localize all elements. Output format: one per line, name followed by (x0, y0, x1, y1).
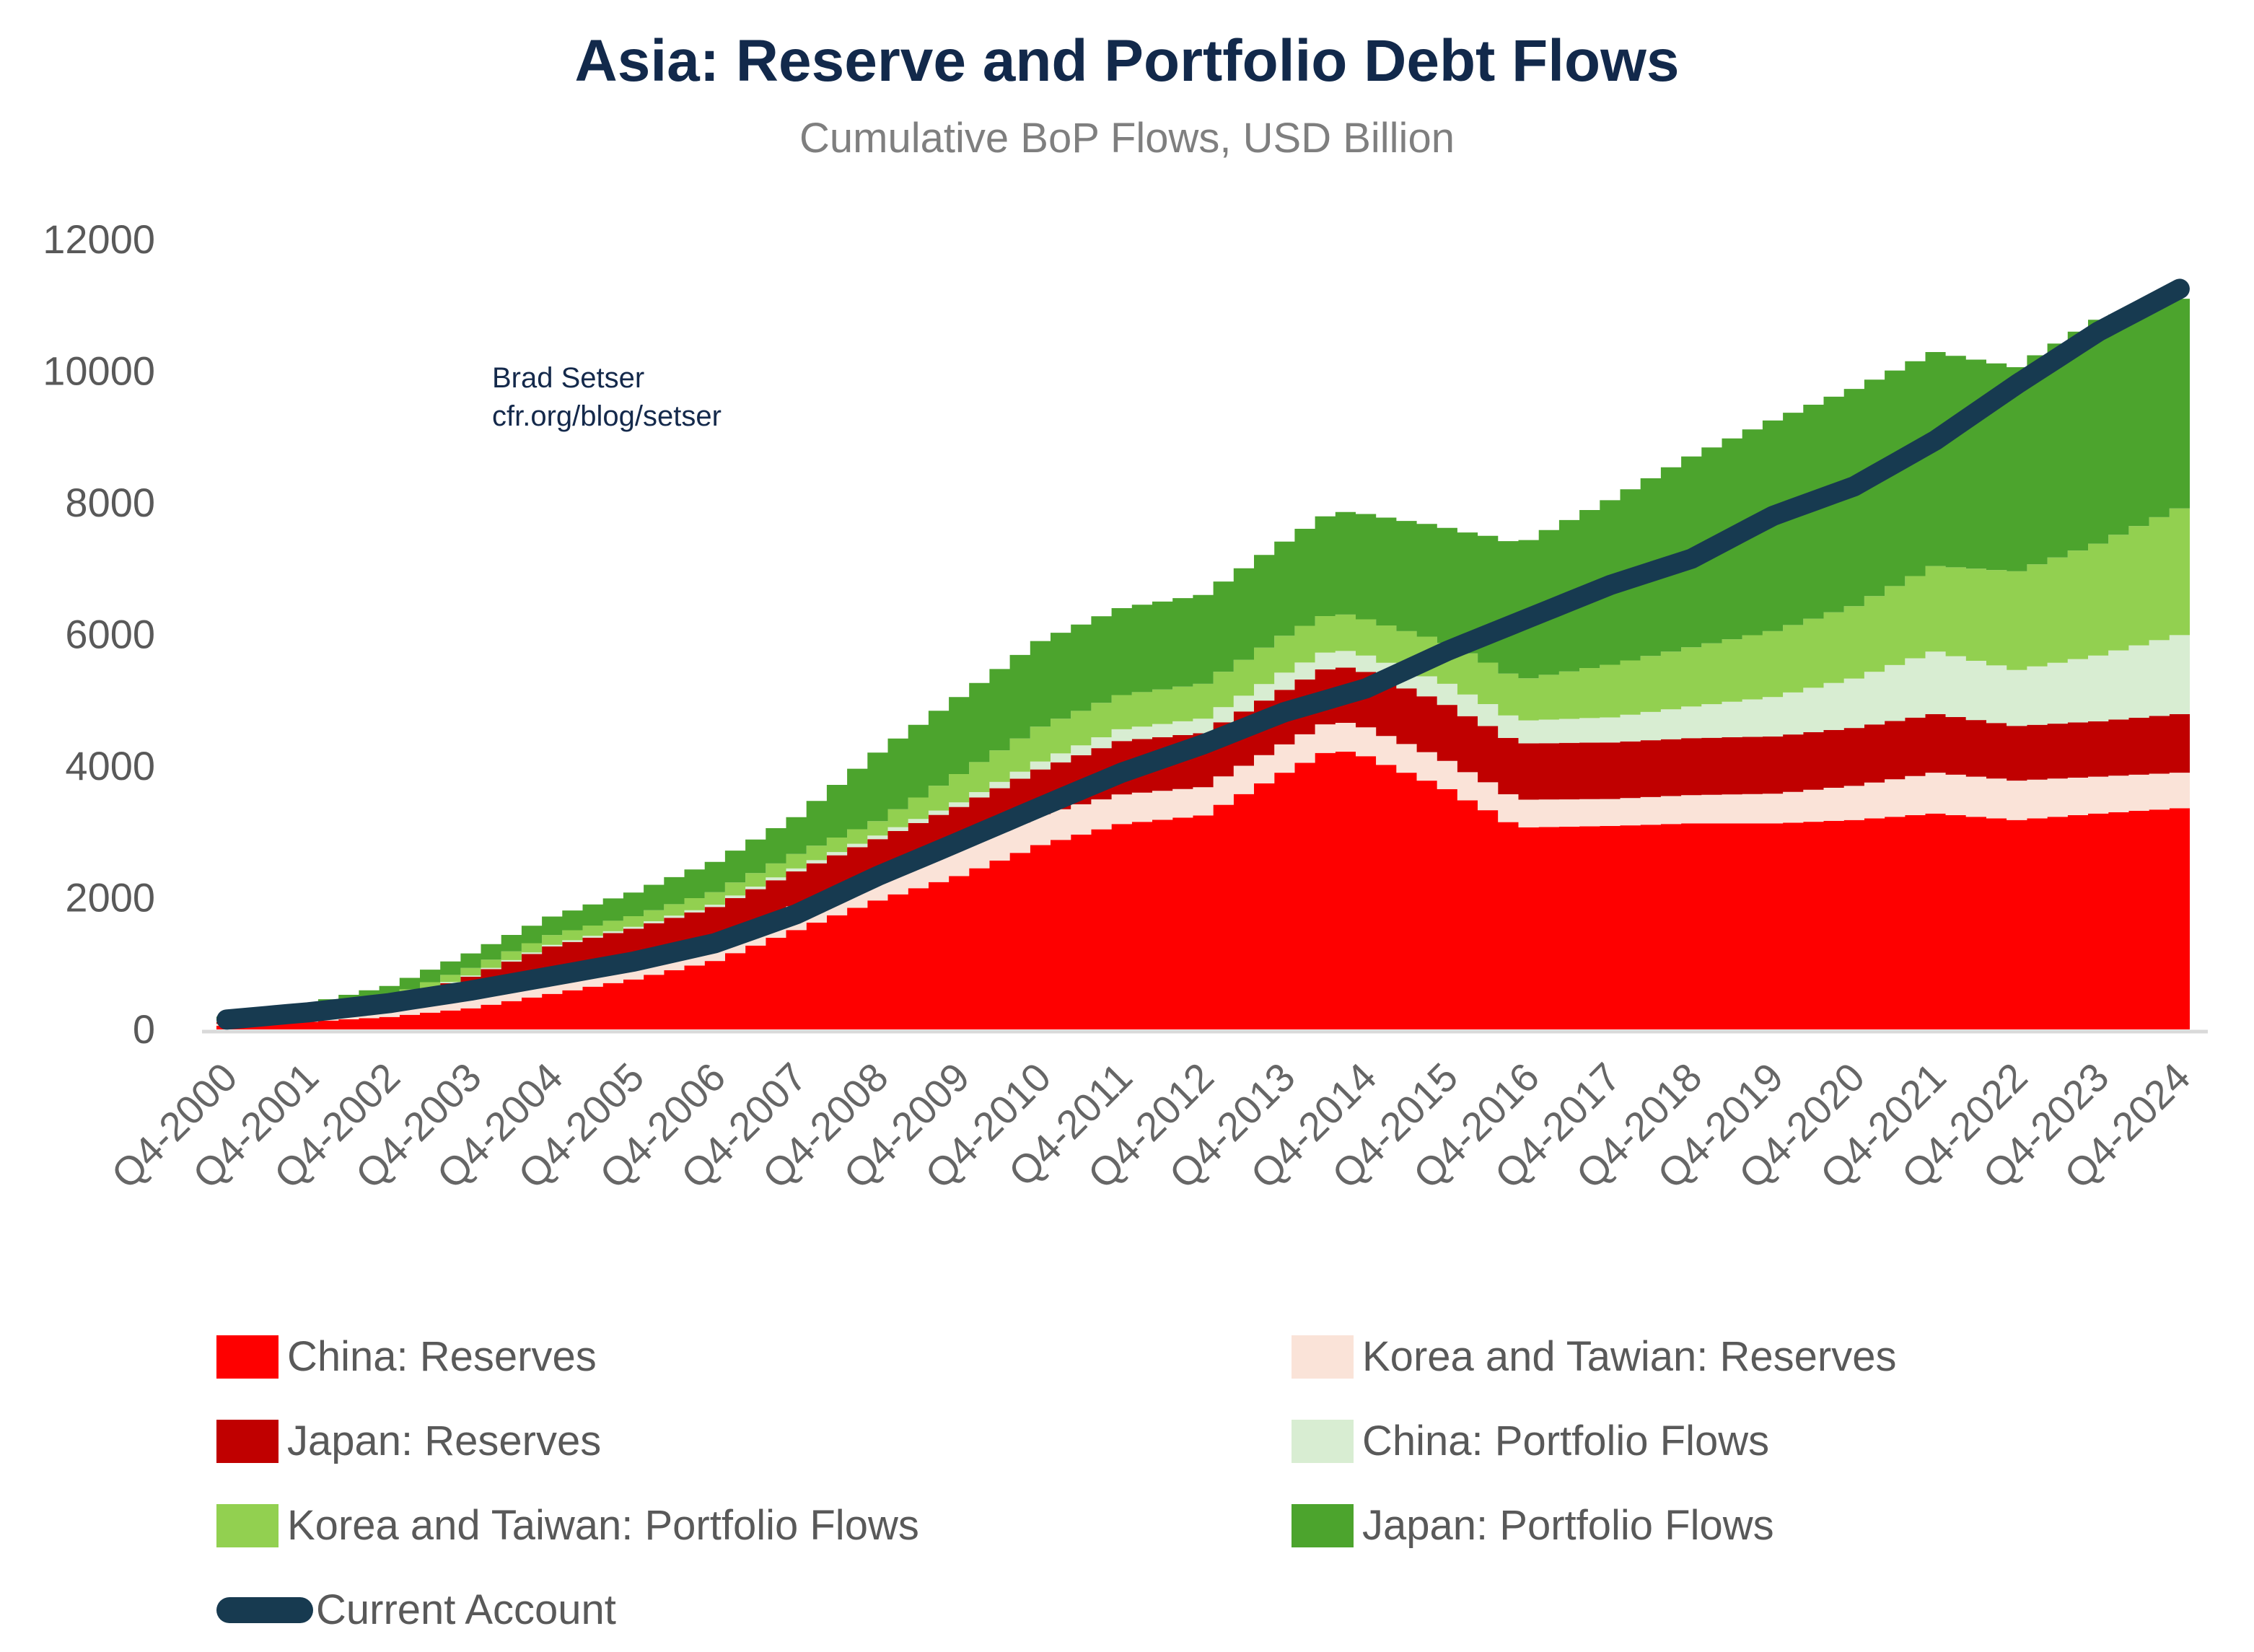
legend-column-0: China: Reserves Japan: Reserves Korea and … (216, 1314, 919, 1652)
legend-column-1: Korea and Tawian: Reserves China: Portfol… (1292, 1314, 1896, 1568)
legend-label-china-portfolio-flows: China: Portfolio Flows (1362, 1418, 1770, 1464)
author-name: Brad Setser (492, 362, 645, 394)
legend-item-korea-taiwan-reserves: Korea and Tawian: Reserves (1292, 1314, 1896, 1399)
legend-swatch-korea-taiwan-reserves (1292, 1335, 1354, 1379)
author-annotation: Brad Setser cfr.org/blog/setser (492, 359, 722, 436)
area-china-portfolio-flows (216, 635, 2190, 1022)
legend-item-japan-reserves: Japan: Reserves (216, 1399, 919, 1483)
legend-label-japan-reserves: Japan: Reserves (287, 1418, 602, 1464)
y-axis-label: 0 (133, 1006, 155, 1052)
page-subtitle: Cumulative BoP Flows, USD Billion (799, 115, 1455, 162)
legend-item-korea-taiwan-portfolio-flows: Korea and Taiwan: Portfolio Flows (216, 1483, 919, 1568)
legend-item-current-account: Current Account (216, 1568, 919, 1652)
legend-swatch-china-portfolio-flows (1292, 1419, 1354, 1463)
area-china-reserves (216, 751, 2190, 1029)
legend-label-japan-portfolio-flows: Japan: Portfolio Flows (1362, 1502, 1774, 1549)
y-axis-label: 4000 (65, 743, 155, 788)
legend-item-china-portfolio-flows: China: Portfolio Flows (1292, 1399, 1896, 1483)
area-korea-taiwan-portfolio-flows (216, 508, 2190, 1022)
y-axis-label: 2000 (65, 875, 155, 921)
legend-swatch-japan-portfolio-flows (1292, 1503, 1354, 1547)
legend-swatch-china-reserves (216, 1335, 279, 1379)
y-axis-label: 6000 (65, 612, 155, 657)
legend-label-korea-taiwan-reserves: Korea and Tawian: Reserves (1362, 1333, 1897, 1380)
y-axis-label: 10000 (43, 348, 155, 394)
legend-item-china-reserves: China: Reserves (216, 1314, 919, 1399)
legend: China: Reserves Japan: Reserves Korea and … (0, 1314, 2254, 1633)
legend-swatch-current-account (216, 1596, 313, 1623)
y-axis-label: 8000 (65, 480, 155, 525)
legend-swatch-korea-taiwan-portfolio-flows (216, 1503, 279, 1547)
author-url: cfr.org/blog/setser (492, 400, 722, 432)
area-japan-portfolio-flows (216, 299, 2190, 1020)
legend-item-japan-portfolio-flows: Japan: Portfolio Flows (1292, 1483, 1896, 1568)
y-axis-label: 12000 (43, 216, 155, 262)
legend-swatch-japan-reserves (216, 1419, 279, 1463)
legend-label-china-reserves: China: Reserves (287, 1333, 597, 1380)
page-title: Asia: Reserve and Portfolio Debt Flows (574, 28, 1680, 94)
legend-label-korea-taiwan-portfolio-flows: Korea and Taiwan: Portfolio Flows (287, 1502, 919, 1549)
current-account-line (216, 278, 2190, 1030)
legend-label-current-account: Current Account (316, 1586, 616, 1633)
